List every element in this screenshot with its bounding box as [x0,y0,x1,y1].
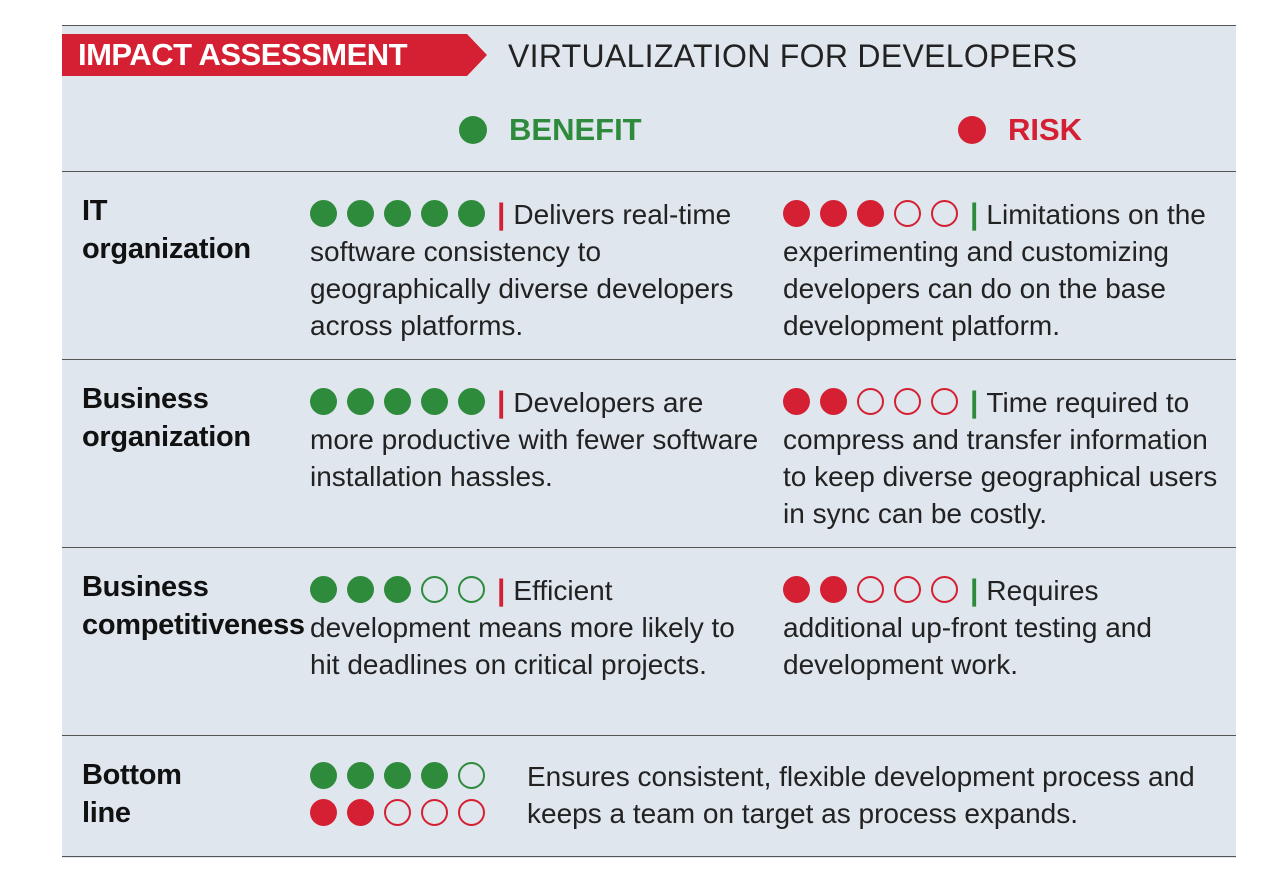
row-label-line: Bottom [82,759,182,791]
filled-rating-dot-icon [783,388,810,416]
row-label-line: IT [82,195,108,227]
legend-benefit: BENEFIT [459,112,642,148]
empty-rating-dot-icon [458,762,485,789]
filled-rating-dot-icon [384,200,411,228]
filled-rating-dot-icon [783,576,810,604]
empty-rating-dot-icon [857,576,884,604]
filled-rating-dot-icon [783,200,810,228]
filled-rating-dot-icon [857,200,884,228]
filled-rating-dot-icon [820,388,847,416]
row-label-business-competitiveness: Business competitiveness [82,568,305,644]
benefit-cell: | Delivers real-time software consistency… [310,196,765,344]
benefit-cell: | Efficient development means more likely… [310,572,765,683]
filled-rating-dot-icon [421,762,448,789]
bottom-line-benefit-rating [310,762,485,789]
filled-rating-dot-icon [820,576,847,604]
risk-text: Requires additional up-front testing and… [783,575,1152,680]
page-title: VIRTUALIZATION FOR DEVELOPERS [508,38,1078,74]
filled-rating-dot-icon [384,762,411,789]
row-label-business-organization: Business organization [82,380,251,456]
benefit-cell: | Developers are more productive with few… [310,384,765,495]
separator-bar: | [497,574,506,607]
filled-rating-dot-icon [310,200,337,228]
separator-bar: | [970,386,979,419]
bottom-line-text: Ensures consistent, flexible development… [527,761,1195,829]
row-label-line: Business [82,571,209,603]
row-label-line: organization [82,233,251,265]
filled-rating-dot-icon [310,576,337,604]
filled-rating-dot-icon [347,388,374,416]
row-label-line: line [82,797,131,829]
filled-rating-dot-icon [347,576,374,604]
benefit-rating [310,388,485,416]
filled-rating-dot-icon [458,200,485,228]
risk-rating [783,576,958,604]
risk-cell: | Limitations on the experimenting and cu… [783,196,1223,344]
row-label-line: competitiveness [82,609,305,641]
legend-risk-label: RISK [1008,112,1083,147]
legend-benefit-label: BENEFIT [509,112,642,147]
risk-cell: | Time required to compress and transfer … [783,384,1223,532]
bottom-line-ratings [310,762,485,826]
bottom-line-risk-rating [310,799,485,826]
benefit-rating [310,200,485,228]
separator-bar: | [497,198,506,231]
empty-rating-dot-icon [421,799,448,826]
benefit-text: Delivers real-time software consistency … [310,199,734,341]
risk-rating [783,388,958,416]
risk-cell: | Requires additional up-front testing an… [783,572,1223,683]
filled-rating-dot-icon [310,799,337,826]
filled-rating-dot-icon [384,388,411,416]
top-rule [62,25,1236,26]
risk-rating [783,200,958,228]
divider [62,856,1236,857]
filled-rating-dot-icon [458,388,485,416]
empty-rating-dot-icon [458,576,485,604]
row-label-line: organization [82,421,251,453]
empty-rating-dot-icon [458,799,485,826]
impact-assessment-tag: IMPACT ASSESSMENT [62,34,487,76]
filled-rating-dot-icon [421,200,448,228]
benefit-dot-icon [459,116,487,144]
assessment-panel [62,25,1236,858]
empty-rating-dot-icon [931,388,958,416]
divider [62,735,1236,736]
empty-rating-dot-icon [931,200,958,228]
filled-rating-dot-icon [384,576,411,604]
divider [62,547,1236,548]
filled-rating-dot-icon [820,200,847,228]
filled-rating-dot-icon [347,762,374,789]
filled-rating-dot-icon [310,762,337,789]
divider [62,171,1236,172]
empty-rating-dot-icon [894,388,921,416]
separator-bar: | [970,198,979,231]
separator-bar: | [970,574,979,607]
benefit-text: Efficient development means more likely … [310,575,735,680]
filled-rating-dot-icon [421,388,448,416]
empty-rating-dot-icon [857,388,884,416]
empty-rating-dot-icon [384,799,411,826]
empty-rating-dot-icon [894,200,921,228]
divider [62,359,1236,360]
benefit-text: Developers are more productive with fewe… [310,387,759,492]
empty-rating-dot-icon [894,576,921,604]
risk-text: Limitations on the experimenting and cus… [783,199,1206,341]
separator-bar: | [497,386,506,419]
empty-rating-dot-icon [931,576,958,604]
filled-rating-dot-icon [347,799,374,826]
risk-text: Time required to compress and transfer i… [783,387,1218,529]
row-label-bottom-line: Bottom line [82,756,182,832]
risk-dot-icon [958,116,986,144]
filled-rating-dot-icon [347,200,374,228]
row-label-it-organization: IT organization [82,192,251,268]
row-label-line: Business [82,383,209,415]
benefit-rating [310,576,485,604]
empty-rating-dot-icon [421,576,448,604]
filled-rating-dot-icon [310,388,337,416]
legend-risk: RISK [958,112,1082,148]
